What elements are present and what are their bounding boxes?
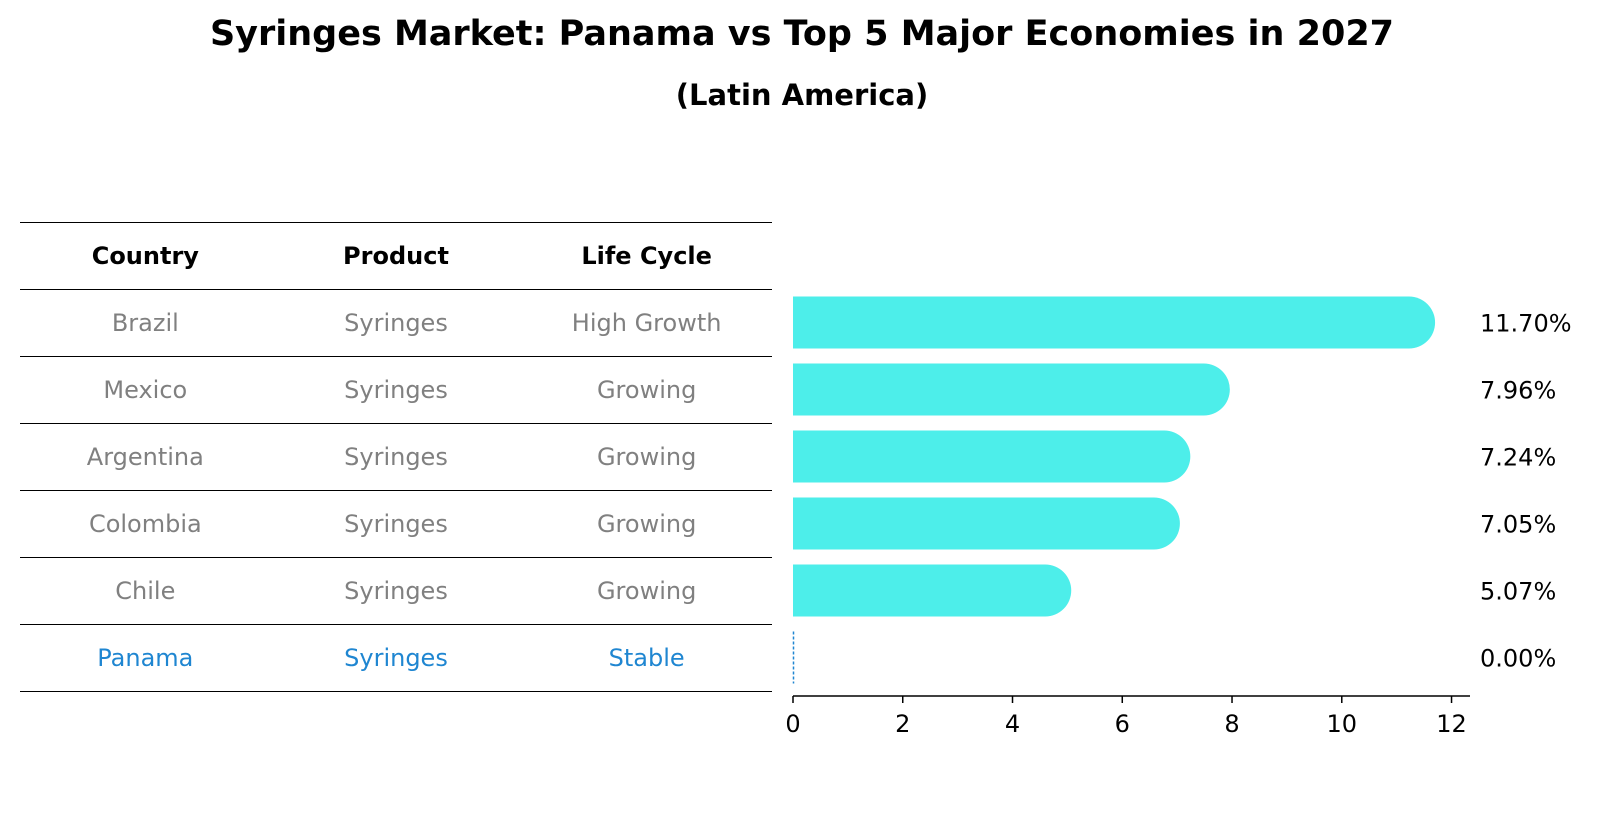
cell-country: Panama bbox=[97, 644, 194, 672]
data-label: 7.96% bbox=[1480, 377, 1556, 405]
cell-product: Syringes bbox=[344, 376, 448, 404]
bar-brazil bbox=[793, 296, 1436, 349]
x-tick-label: 6 bbox=[1115, 710, 1130, 738]
table-row-highlighted: Panama Syringes Stable bbox=[20, 624, 772, 691]
data-label: 11.70% bbox=[1480, 310, 1572, 338]
cell-country: Argentina bbox=[86, 443, 204, 471]
data-label: 5.07% bbox=[1480, 578, 1556, 606]
cell-life-cycle: Growing bbox=[596, 376, 697, 404]
cell-life-cycle: Growing bbox=[596, 510, 697, 538]
cell-country: Mexico bbox=[103, 376, 188, 404]
header-life-cycle: Life Cycle bbox=[581, 242, 712, 270]
table-row: Argentina Syringes Growing bbox=[20, 423, 772, 490]
header-country: Country bbox=[91, 242, 199, 270]
header-product: Product bbox=[343, 242, 449, 270]
x-tick-label: 10 bbox=[1327, 710, 1358, 738]
cell-country: Brazil bbox=[111, 309, 179, 337]
data-label: 7.24% bbox=[1480, 444, 1556, 472]
table-row: Chile Syringes Growing bbox=[20, 557, 772, 624]
bar-colombia bbox=[793, 497, 1180, 550]
table-row: Brazil Syringes High Growth bbox=[20, 289, 772, 356]
x-tick-label: 8 bbox=[1224, 710, 1239, 738]
cell-life-cycle: Stable bbox=[608, 644, 685, 672]
x-tick-label: 4 bbox=[1005, 710, 1020, 738]
chart-title: Syringes Market: Panama vs Top 5 Major E… bbox=[209, 14, 1395, 54]
cell-product: Syringes bbox=[344, 510, 448, 538]
x-tick-label: 0 bbox=[785, 710, 800, 738]
cell-life-cycle: Growing bbox=[596, 577, 697, 605]
x-tick-label: 2 bbox=[895, 710, 910, 738]
bar-chile bbox=[793, 564, 1072, 617]
cell-country: Colombia bbox=[88, 510, 202, 538]
cell-product: Syringes bbox=[344, 443, 448, 471]
chart-subtitle: (Latin America) bbox=[675, 78, 929, 112]
x-tick-label: 12 bbox=[1436, 710, 1467, 738]
cell-country: Chile bbox=[115, 577, 176, 605]
bar-argentina bbox=[793, 430, 1191, 483]
bar-mexico bbox=[793, 363, 1230, 416]
table-bottom-rule bbox=[20, 691, 772, 692]
cell-life-cycle: Growing bbox=[596, 443, 697, 471]
table-header: Country Product Life Cycle bbox=[20, 222, 772, 289]
cell-product: Syringes bbox=[344, 309, 448, 337]
cell-life-cycle: High Growth bbox=[571, 309, 722, 337]
table-row: Colombia Syringes Growing bbox=[20, 490, 772, 557]
cell-product: Syringes bbox=[344, 577, 448, 605]
data-label: 0.00% bbox=[1480, 645, 1556, 673]
country-table: Country Product Life Cycle Brazil Syring… bbox=[20, 222, 772, 692]
data-label: 7.05% bbox=[1480, 511, 1556, 539]
cell-product: Syringes bbox=[344, 644, 448, 672]
table-row: Mexico Syringes Growing bbox=[20, 356, 772, 423]
